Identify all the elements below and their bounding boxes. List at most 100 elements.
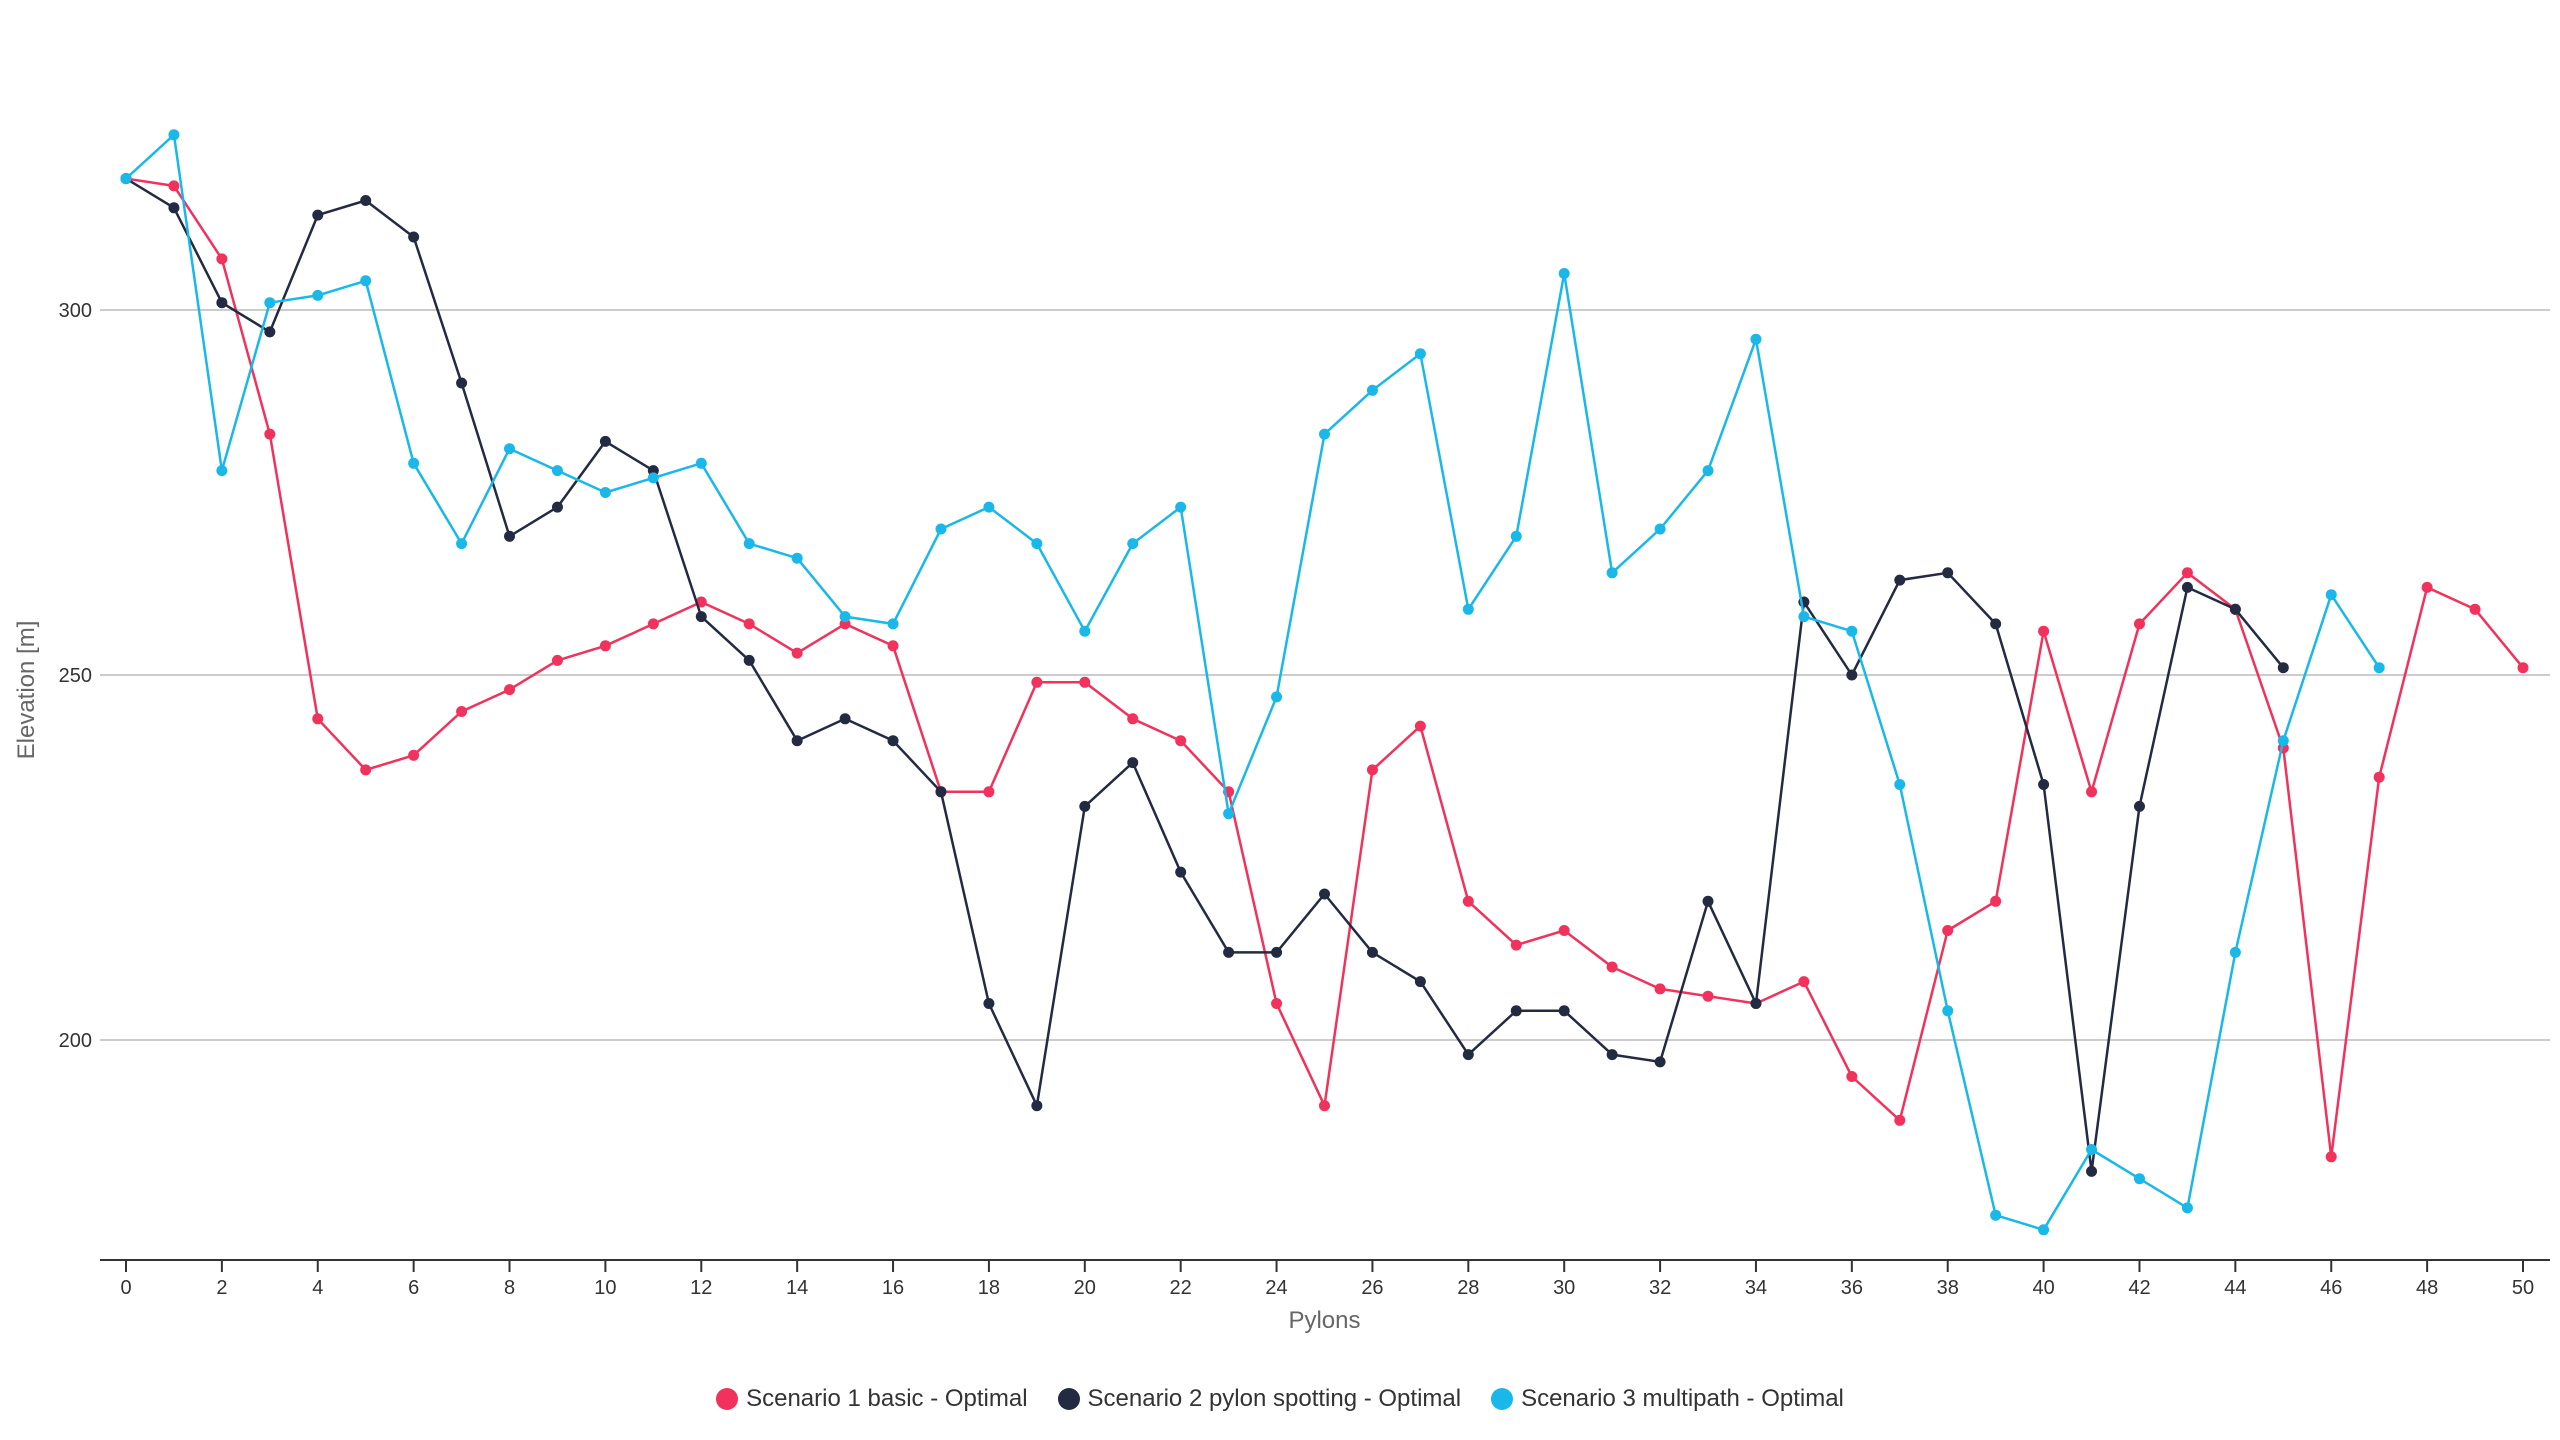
data-point[interactable] bbox=[1846, 1071, 1858, 1082]
data-point[interactable] bbox=[264, 428, 276, 440]
data-point[interactable] bbox=[1942, 1005, 1954, 1017]
data-point[interactable] bbox=[1366, 946, 1378, 958]
data-point[interactable] bbox=[1702, 895, 1714, 907]
data-point[interactable] bbox=[1366, 764, 1378, 776]
data-point[interactable] bbox=[504, 530, 516, 542]
data-point[interactable] bbox=[551, 654, 563, 666]
data-point[interactable] bbox=[2277, 662, 2289, 674]
data-point[interactable] bbox=[599, 435, 611, 447]
data-point[interactable] bbox=[1079, 800, 1091, 812]
data-point[interactable] bbox=[2086, 786, 2098, 798]
data-point[interactable] bbox=[983, 998, 995, 1009]
data-point[interactable] bbox=[1175, 501, 1187, 513]
data-point[interactable] bbox=[1319, 1100, 1330, 1112]
data-point[interactable] bbox=[1846, 669, 1858, 681]
data-point[interactable] bbox=[791, 735, 803, 747]
data-point[interactable] bbox=[168, 180, 180, 192]
data-point[interactable] bbox=[2038, 1224, 2050, 1236]
data-point[interactable] bbox=[551, 501, 563, 513]
data-point[interactable] bbox=[1127, 538, 1139, 550]
data-point[interactable] bbox=[504, 684, 516, 696]
data-point[interactable] bbox=[1223, 808, 1235, 820]
data-point[interactable] bbox=[1702, 465, 1714, 477]
data-point[interactable] bbox=[360, 764, 372, 776]
data-point[interactable] bbox=[2133, 1173, 2145, 1185]
data-point[interactable] bbox=[1558, 1005, 1570, 1017]
data-point[interactable] bbox=[935, 523, 947, 535]
data-point[interactable] bbox=[1462, 603, 1474, 615]
data-point[interactable] bbox=[1127, 757, 1139, 769]
data-point[interactable] bbox=[887, 735, 899, 747]
data-point[interactable] bbox=[1031, 1100, 1043, 1112]
data-point[interactable] bbox=[2229, 946, 2241, 958]
data-point[interactable] bbox=[1942, 567, 1954, 579]
data-point[interactable] bbox=[312, 209, 324, 221]
data-point[interactable] bbox=[1798, 976, 1810, 988]
data-point[interactable] bbox=[1894, 779, 1906, 790]
data-point[interactable] bbox=[2181, 567, 2193, 579]
data-point[interactable] bbox=[2469, 603, 2481, 615]
data-point[interactable] bbox=[312, 289, 324, 301]
data-point[interactable] bbox=[1798, 611, 1810, 623]
data-point[interactable] bbox=[2038, 625, 2050, 637]
data-point[interactable] bbox=[1606, 1049, 1618, 1061]
data-point[interactable] bbox=[743, 538, 755, 550]
data-point[interactable] bbox=[1750, 998, 1762, 1009]
data-point[interactable] bbox=[647, 618, 659, 630]
data-point[interactable] bbox=[1606, 961, 1618, 973]
data-point[interactable] bbox=[1031, 538, 1043, 550]
data-point[interactable] bbox=[1462, 1049, 1474, 1061]
data-point[interactable] bbox=[1366, 384, 1378, 396]
data-point[interactable] bbox=[2229, 603, 2241, 615]
data-point[interactable] bbox=[1654, 523, 1666, 535]
data-point[interactable] bbox=[1558, 268, 1570, 279]
data-point[interactable] bbox=[2133, 618, 2145, 630]
data-point[interactable] bbox=[599, 487, 611, 498]
data-point[interactable] bbox=[1271, 998, 1283, 1009]
legend-item-scenario-2[interactable]: Scenario 2 pylon spotting - Optimal bbox=[1057, 1385, 1461, 1413]
data-point[interactable] bbox=[360, 275, 372, 287]
data-point[interactable] bbox=[551, 465, 563, 477]
data-point[interactable] bbox=[2373, 662, 2385, 674]
data-point[interactable] bbox=[2086, 1165, 2098, 1177]
data-point[interactable] bbox=[887, 640, 899, 652]
data-point[interactable] bbox=[2086, 1144, 2098, 1155]
data-point[interactable] bbox=[2038, 779, 2050, 790]
data-point[interactable] bbox=[408, 231, 420, 243]
data-point[interactable] bbox=[2325, 1151, 2337, 1163]
data-point[interactable] bbox=[1414, 720, 1426, 732]
data-point[interactable] bbox=[2421, 581, 2433, 593]
data-point[interactable] bbox=[1990, 1209, 2002, 1221]
data-point[interactable] bbox=[1702, 990, 1714, 1002]
data-point[interactable] bbox=[1606, 567, 1618, 579]
data-point[interactable] bbox=[839, 713, 851, 725]
data-point[interactable] bbox=[743, 618, 755, 630]
data-point[interactable] bbox=[456, 706, 468, 717]
data-point[interactable] bbox=[408, 457, 420, 469]
data-point[interactable] bbox=[2517, 662, 2529, 674]
data-point[interactable] bbox=[1654, 1056, 1666, 1068]
data-point[interactable] bbox=[456, 538, 468, 550]
legend-item-scenario-3[interactable]: Scenario 3 multipath - Optimal bbox=[1491, 1385, 1844, 1413]
data-point[interactable] bbox=[1127, 713, 1139, 725]
data-point[interactable] bbox=[2277, 735, 2289, 747]
data-point[interactable] bbox=[1414, 976, 1426, 988]
data-point[interactable] bbox=[695, 611, 707, 623]
data-point[interactable] bbox=[408, 749, 420, 761]
data-point[interactable] bbox=[1319, 428, 1330, 440]
data-point[interactable] bbox=[1894, 1114, 1906, 1126]
data-point[interactable] bbox=[1990, 618, 2002, 630]
data-point[interactable] bbox=[1750, 333, 1762, 345]
data-point[interactable] bbox=[935, 786, 947, 798]
data-point[interactable] bbox=[1942, 925, 1954, 936]
data-point[interactable] bbox=[216, 297, 228, 309]
data-point[interactable] bbox=[983, 786, 995, 798]
data-point[interactable] bbox=[1079, 676, 1091, 688]
data-point[interactable] bbox=[1654, 983, 1666, 995]
data-point[interactable] bbox=[1510, 939, 1522, 951]
data-point[interactable] bbox=[456, 377, 468, 389]
data-point[interactable] bbox=[1990, 895, 2002, 907]
data-point[interactable] bbox=[1079, 625, 1091, 637]
data-point[interactable] bbox=[216, 465, 228, 477]
data-point[interactable] bbox=[791, 552, 803, 564]
